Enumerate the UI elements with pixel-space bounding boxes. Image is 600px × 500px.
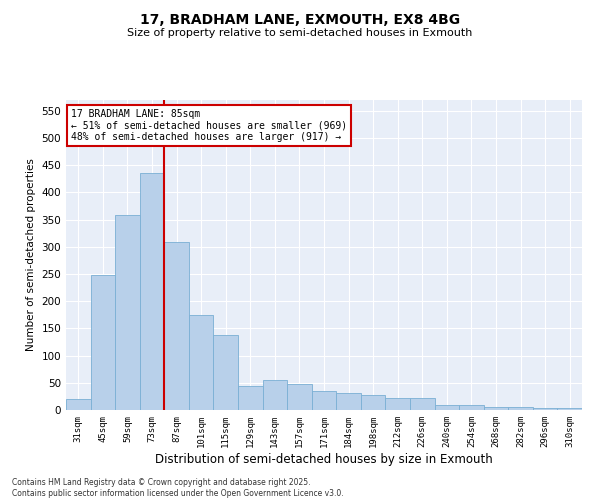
Bar [115, 216, 140, 410]
Bar [164, 242, 189, 410]
Text: Contains HM Land Registry data © Crown copyright and database right 2025.
Contai: Contains HM Land Registry data © Crown c… [12, 478, 344, 498]
Bar [484, 408, 508, 410]
Bar [238, 386, 263, 410]
Bar [434, 404, 459, 410]
Text: 17 BRADHAM LANE: 85sqm
← 51% of semi-detached houses are smaller (969)
48% of se: 17 BRADHAM LANE: 85sqm ← 51% of semi-det… [71, 110, 347, 142]
Bar [533, 408, 557, 410]
Bar [361, 395, 385, 410]
Bar [336, 392, 361, 410]
Bar [459, 404, 484, 410]
Bar [287, 384, 312, 410]
Bar [263, 380, 287, 410]
Bar [557, 408, 582, 410]
Bar [312, 391, 336, 410]
Bar [91, 275, 115, 410]
Y-axis label: Number of semi-detached properties: Number of semi-detached properties [26, 158, 36, 352]
Bar [508, 408, 533, 410]
Bar [189, 315, 214, 410]
Bar [385, 398, 410, 410]
Bar [66, 399, 91, 410]
Bar [140, 174, 164, 410]
X-axis label: Distribution of semi-detached houses by size in Exmouth: Distribution of semi-detached houses by … [155, 452, 493, 466]
Text: Size of property relative to semi-detached houses in Exmouth: Size of property relative to semi-detach… [127, 28, 473, 38]
Bar [410, 398, 434, 410]
Text: 17, BRADHAM LANE, EXMOUTH, EX8 4BG: 17, BRADHAM LANE, EXMOUTH, EX8 4BG [140, 12, 460, 26]
Bar [214, 335, 238, 410]
